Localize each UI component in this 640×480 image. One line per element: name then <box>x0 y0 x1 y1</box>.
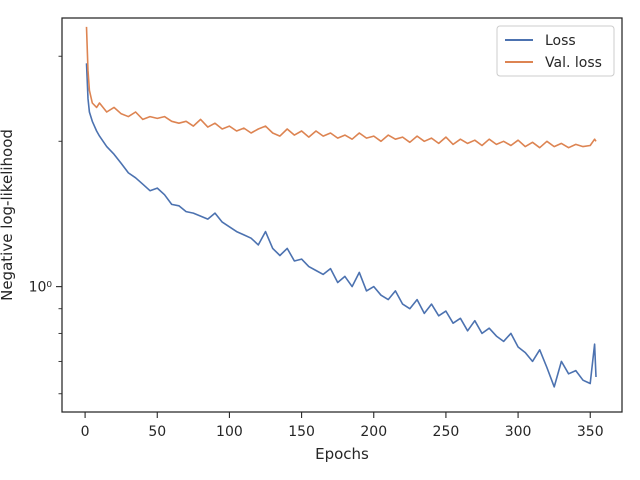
x-tick-label: 350 <box>577 424 604 440</box>
legend-label-2: Val. loss <box>545 55 602 71</box>
x-axis: 0 50 100 150 200 250 300 350 <box>81 412 604 440</box>
x-tick-label: 250 <box>433 424 460 440</box>
legend: Loss Val. loss <box>496 25 615 77</box>
x-tick-label: 200 <box>360 424 387 440</box>
series-line-2 <box>85 26 597 149</box>
y-axis-label: Negative log-likelihood <box>0 129 16 301</box>
x-tick-label: 50 <box>148 424 166 440</box>
x-tick-label: 0 <box>81 424 90 440</box>
plot-frame <box>61 17 623 413</box>
x-tick-label: 150 <box>288 424 315 440</box>
y-tick-label: 10⁰ <box>29 280 53 296</box>
plot-area <box>85 26 597 388</box>
x-axis-label: Epochs <box>315 445 369 463</box>
legend-box <box>496 25 615 77</box>
x-tick-label: 100 <box>216 424 243 440</box>
series-line-1 <box>85 63 597 388</box>
x-tick-label: 300 <box>505 424 532 440</box>
legend-label-1: Loss <box>545 33 576 49</box>
